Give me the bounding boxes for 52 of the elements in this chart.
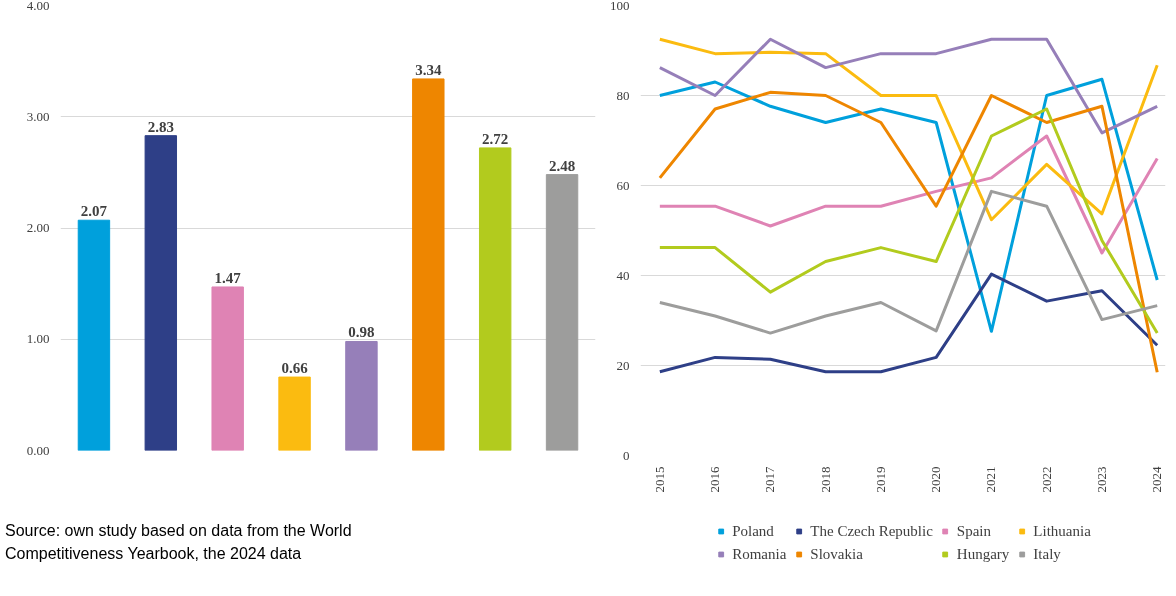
- x-tick-label: 2018: [817, 466, 833, 493]
- x-tick-label: 2016: [707, 466, 723, 493]
- line-series: [658, 189, 1159, 335]
- x-tick-label: 2022: [1038, 466, 1054, 493]
- y-tick-label: 2.00: [26, 220, 50, 235]
- legend-label: Poland: [732, 522, 774, 540]
- bar: [278, 376, 311, 451]
- x-tick-label: 2019: [872, 466, 888, 493]
- bar: [345, 340, 378, 451]
- bar: [144, 135, 178, 451]
- legend-label: Italy: [1033, 545, 1061, 563]
- data-label: 3.34: [415, 61, 442, 78]
- y-tick-label: 4.00: [26, 0, 50, 13]
- legend-label: Romania: [732, 545, 787, 563]
- line-series: [658, 37, 1159, 222]
- x-tick-label: 2021: [983, 466, 999, 493]
- line-series: [658, 37, 1159, 135]
- y-tick-label: 20: [616, 357, 630, 373]
- data-label: 1.47: [214, 269, 242, 286]
- x-tick-label: 2023: [1093, 466, 1109, 493]
- y-tick-label: 80: [616, 87, 630, 103]
- legend-label: Spain: [956, 522, 991, 540]
- legend-label: Hungary: [956, 545, 1010, 563]
- bar: [211, 286, 244, 451]
- y-tick-label: 1.00: [26, 331, 50, 347]
- source-note: Source: own study based on data from the World Competitiveness Yearbook, the 2024 data: [5, 521, 353, 564]
- line-series: [658, 134, 1159, 255]
- y-tick-label: 0: [623, 447, 630, 463]
- bar: [412, 78, 445, 451]
- legend-label: Lithuania: [1033, 522, 1091, 540]
- y-tick-label: 60: [616, 177, 630, 193]
- line-series: [658, 90, 1159, 374]
- data-label: 2.72: [482, 130, 509, 147]
- y-tick-label: 3.00: [26, 108, 50, 124]
- data-label: 0.66: [281, 360, 309, 377]
- line-series: [658, 272, 1159, 374]
- legend-label: The Czech Republic: [810, 522, 933, 540]
- data-label: 2.07: [80, 203, 108, 220]
- data-label: 0.98: [348, 324, 375, 341]
- bar: [545, 174, 579, 451]
- data-label: 2.48: [548, 157, 576, 174]
- y-tick-label: 0.00: [26, 442, 50, 458]
- x-tick-label: 2020: [928, 466, 944, 493]
- x-tick-label: 2017: [762, 466, 778, 493]
- x-tick-label: 2024: [1149, 466, 1165, 493]
- data-label: 2.83: [147, 118, 174, 135]
- legend-label: Slovakia: [810, 545, 863, 563]
- y-tick-label: 100: [610, 0, 630, 13]
- y-tick-label: 40: [616, 267, 630, 283]
- bar: [77, 219, 111, 451]
- x-tick-label: 2015: [651, 466, 667, 493]
- bar: [478, 147, 512, 451]
